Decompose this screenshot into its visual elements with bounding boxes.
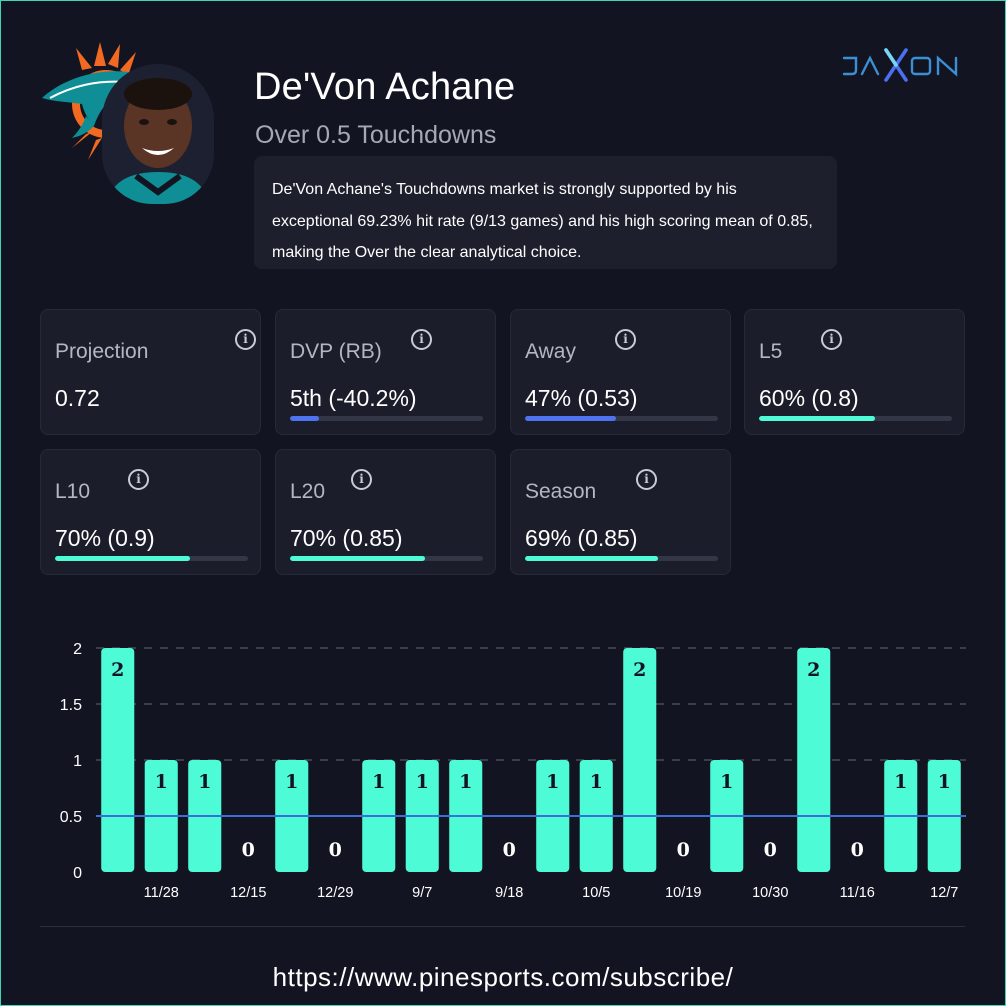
footer-divider [40,926,965,927]
bar-value-label: 1 [590,771,603,793]
bar-value-label: 2 [633,659,646,681]
bar-value-label: 1 [546,771,559,793]
y-tick-label: 0 [73,865,82,882]
stat-label: L10 [55,480,91,503]
stat-progress-fill [290,416,319,421]
stat-value: 60% (0.8) [759,385,859,411]
x-tick-label: 9/7 [412,885,432,901]
bar [797,648,831,872]
x-tick-label: 12/7 [930,885,958,901]
y-tick-label: 1.5 [60,697,82,714]
team-logo [36,36,216,206]
x-tick-label: 12/29 [317,885,353,901]
bar-value-label: 2 [111,659,124,681]
x-tick-label: 9/18 [495,885,523,901]
info-icon[interactable]: i [821,329,842,350]
stat-card-away: Away i 47% (0.53) [510,309,731,435]
subscribe-link[interactable]: https://www.pinesports.com/subscribe/ [272,962,734,992]
analysis-summary: De'Von Achane's Touchdowns market is str… [254,156,837,269]
y-tick-label: 0.5 [60,809,82,826]
stat-label: L20 [290,480,326,503]
x-tick-label: 10/19 [665,885,701,901]
info-icon[interactable]: i [128,469,149,490]
chart-canvas: 0 0.5 1 1.5 2 2 1 11/28 1 0 12/15 1 0 12/29 1 1 9/7 1 0 9/1… [60,641,966,901]
bar-value-label: 1 [938,771,951,793]
info-icon[interactable]: i [411,329,432,350]
stat-label: Season [525,480,597,503]
jaxon-logo-icon [842,48,958,82]
bar-value-label: 0 [851,839,864,861]
x-tick-label: 10/30 [752,885,788,901]
info-icon[interactable]: i [615,329,636,350]
bar-value-label: 1 [459,771,472,793]
bar [101,648,135,872]
x-tick-label: 12/15 [230,885,266,901]
bar-value-label: 1 [372,771,385,793]
stat-progress-track [290,556,483,561]
stat-card-l20: L20 i 70% (0.85) [275,449,496,575]
stat-card-l10: L10 i 70% (0.9) [40,449,261,575]
jaxon-logo [842,48,962,82]
stat-progress-track [525,416,718,421]
bar-value-label: 1 [720,771,733,793]
info-icon[interactable]: i [351,469,372,490]
stat-progress-fill [55,556,191,561]
stat-value: 70% (0.9) [55,525,155,551]
touchdowns-bar-chart: 0 0.5 1 1.5 2 2 1 11/28 1 0 12/15 1 0 12/29 1 1 9/7 1 0 9/1… [0,620,1006,910]
market-line: Over 0.5 Touchdowns [255,121,497,149]
stat-progress-track [525,556,718,561]
stat-card-l5: L5 i 60% (0.8) [744,309,965,435]
y-tick-label: 1 [73,753,82,770]
bar [623,648,657,872]
bar-value-label: 1 [198,771,211,793]
stat-progress-fill [525,416,616,421]
stat-value: 70% (0.85) [290,525,403,551]
stat-progress-fill [290,556,426,561]
y-tick-label: 2 [73,641,82,658]
stat-value: 5th (-40.2%) [290,385,417,411]
bar-value-label: 1 [416,771,429,793]
bar-value-label: 0 [764,839,777,861]
stat-value: 0.72 [55,385,100,411]
bar-value-label: 0 [242,839,255,861]
stat-card-dvp-rb: DVP (RB) i 5th (-40.2%) [275,309,496,435]
stat-card-projection: Projection i 0.72 [40,309,261,435]
stat-value: 69% (0.85) [525,525,638,551]
bar-value-label: 1 [155,771,168,793]
bar-value-label: 0 [329,839,342,861]
x-tick-label: 10/5 [582,885,610,901]
bar-value-label: 0 [503,839,516,861]
info-icon[interactable]: i [235,329,256,350]
stat-label: L5 [759,340,783,363]
bar-value-label: 2 [807,659,820,681]
stat-progress-fill [525,556,659,561]
player-photo [102,64,214,204]
stat-label: Projection [55,340,149,363]
info-icon[interactable]: i [636,469,657,490]
stat-label: DVP (RB) [290,340,382,363]
bar-value-label: 0 [677,839,690,861]
stat-progress-track [759,416,952,421]
stat-label: Away [525,340,576,363]
stat-card-season: Season i 69% (0.85) [510,449,731,575]
stat-progress-track [55,556,248,561]
stat-progress-fill [759,416,875,421]
x-tick-label: 11/16 [840,885,875,901]
x-tick-label: 11/28 [144,885,179,901]
stat-progress-track [290,416,483,421]
bar-value-label: 1 [894,771,907,793]
player-name: De'Von Achane [254,66,516,108]
bar-value-label: 1 [285,771,298,793]
stat-value: 47% (0.53) [525,385,638,411]
